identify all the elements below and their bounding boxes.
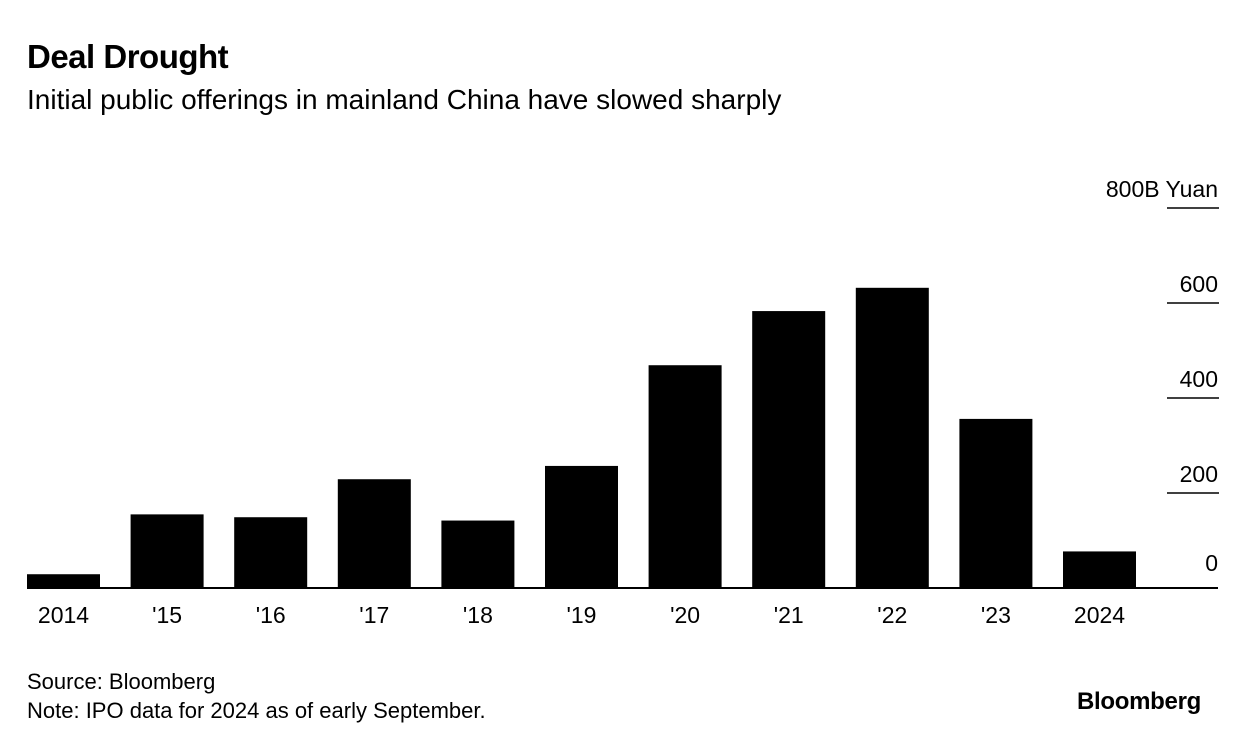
chart-subtitle: Initial public offerings in mainland Chi… — [27, 84, 782, 115]
x-tick-label: '19 — [567, 602, 597, 628]
bloomberg-logo: Bloomberg — [1077, 688, 1201, 715]
bar — [648, 365, 722, 588]
bar — [959, 418, 1033, 588]
source-note: Source: Bloomberg — [27, 669, 216, 694]
bar — [545, 465, 618, 588]
x-tick-label: '21 — [774, 602, 804, 628]
x-tick-label: '18 — [463, 602, 493, 628]
bar — [234, 517, 308, 588]
y-tick-label: 400 — [1180, 366, 1218, 392]
x-tick-label: '23 — [981, 602, 1011, 628]
x-tick-label: 2014 — [38, 602, 89, 628]
y-tick-label: 800B Yuan — [1106, 176, 1218, 202]
bar — [27, 574, 100, 588]
x-tick-label: '16 — [256, 602, 286, 628]
y-tick-label: 600 — [1180, 271, 1218, 297]
bar — [441, 520, 515, 588]
chart-title: Deal Drought — [27, 38, 229, 75]
footer: Source: Bloomberg Note: IPO data for 202… — [27, 667, 486, 725]
bar — [1063, 551, 1136, 588]
y-tick-label: 200 — [1180, 461, 1218, 487]
x-tick-label: '22 — [877, 602, 907, 628]
bar — [337, 479, 411, 588]
x-tick-label: '15 — [152, 602, 182, 628]
bar — [130, 514, 204, 588]
bar — [855, 287, 929, 588]
x-tick-label: '20 — [670, 602, 700, 628]
data-note: Note: IPO data for 2024 as of early Sept… — [27, 698, 486, 723]
bar — [752, 311, 826, 588]
y-tick-label: 0 — [1205, 550, 1218, 576]
x-tick-label: 2024 — [1074, 602, 1125, 628]
x-tick-label: '17 — [359, 602, 389, 628]
